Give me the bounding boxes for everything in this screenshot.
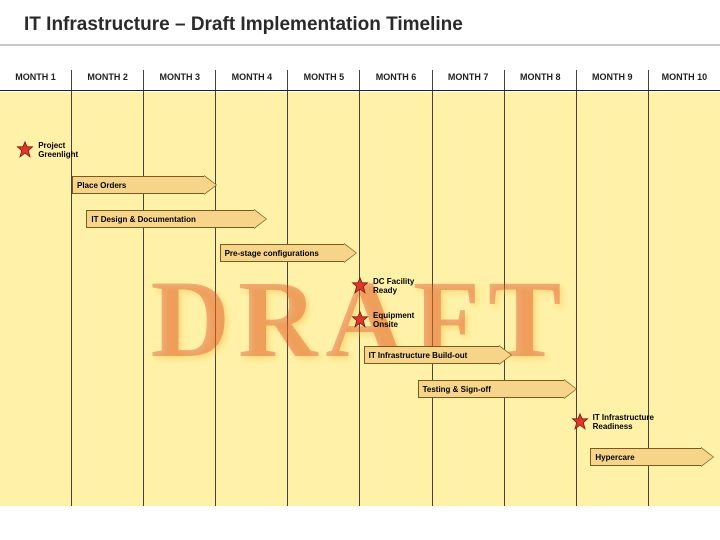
axis-line [0, 90, 720, 91]
task-bar: Testing & Sign-off [418, 380, 564, 398]
month-label: MONTH 8 [505, 72, 576, 82]
milestone-label: DC FacilityReady [373, 278, 414, 296]
task-bar: Pre-stage configurations [220, 244, 345, 262]
chevron-right-icon [564, 380, 576, 398]
milestone-label: ProjectGreenlight [38, 142, 78, 160]
chevron-right-icon [701, 448, 713, 466]
month-label: MONTH 10 [649, 72, 720, 82]
task-testing: Testing & Sign-off [418, 380, 576, 398]
milestone-equip-onsite: EquipmentOnsite [350, 306, 414, 336]
task-bar: IT Infrastructure Build-out [364, 346, 500, 364]
month-label: MONTH 1 [0, 72, 71, 82]
milestone-readiness: IT InfrastructureReadiness [570, 408, 654, 438]
chevron-right-icon [204, 176, 216, 194]
month-label: MONTH 5 [288, 72, 359, 82]
month-label: MONTH 7 [433, 72, 504, 82]
gantt-chart: MONTH 1MONTH 2MONTH 3MONTH 4MONTH 5MONTH… [0, 46, 720, 506]
task-bar: Place Orders [72, 176, 204, 194]
month-label: MONTH 2 [72, 72, 143, 82]
task-place-orders: Place Orders [72, 176, 216, 194]
milestone-dc-ready: DC FacilityReady [350, 272, 414, 302]
month-label: MONTH 6 [360, 72, 431, 82]
page-title: IT Infrastructure – Draft Implementation… [0, 0, 720, 46]
month-label: MONTH 9 [577, 72, 648, 82]
star-icon [15, 141, 35, 161]
milestone-greenlight: ProjectGreenlight [15, 136, 78, 166]
task-bar: Hypercare [590, 448, 700, 466]
chevron-right-icon [254, 210, 266, 228]
chevron-right-icon [344, 244, 356, 262]
task-buildout: IT Infrastructure Build-out [364, 346, 512, 364]
month-label: MONTH 3 [144, 72, 215, 82]
milestone-label: IT InfrastructureReadiness [593, 414, 654, 432]
task-bar: IT Design & Documentation [86, 210, 254, 228]
items-layer: ProjectGreenlight DC FacilityReady Equip… [0, 92, 720, 512]
task-prestage: Pre-stage configurations [220, 244, 357, 262]
star-icon [570, 413, 590, 433]
task-design-doc: IT Design & Documentation [86, 210, 266, 228]
star-icon [350, 277, 370, 297]
month-label: MONTH 4 [216, 72, 287, 82]
milestone-label: EquipmentOnsite [373, 312, 414, 330]
task-hypercare: Hypercare [590, 448, 712, 466]
chevron-right-icon [499, 346, 511, 364]
star-icon [350, 311, 370, 331]
